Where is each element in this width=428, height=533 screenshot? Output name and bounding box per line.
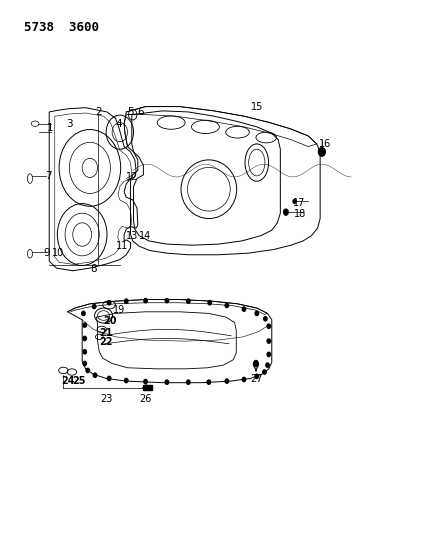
Text: 25: 25 [72, 376, 86, 386]
Text: 27: 27 [250, 375, 263, 384]
Circle shape [187, 299, 190, 303]
Text: 6: 6 [137, 107, 144, 117]
Text: 23: 23 [100, 394, 112, 403]
Text: 2: 2 [95, 107, 102, 117]
Circle shape [242, 307, 246, 311]
Text: 21: 21 [99, 328, 113, 338]
Text: 3: 3 [66, 119, 73, 128]
Circle shape [165, 380, 169, 384]
Text: 9: 9 [43, 248, 50, 258]
Circle shape [207, 380, 211, 384]
Circle shape [253, 360, 259, 367]
Text: 14: 14 [140, 231, 152, 240]
Text: 26: 26 [140, 394, 152, 403]
Text: 22: 22 [99, 337, 113, 347]
Text: 16: 16 [319, 139, 331, 149]
Circle shape [92, 304, 96, 309]
Text: 5738  3600: 5738 3600 [24, 21, 98, 34]
Text: 24: 24 [61, 376, 74, 386]
Circle shape [255, 311, 259, 316]
Polygon shape [143, 385, 152, 390]
Text: 18: 18 [294, 209, 306, 219]
Circle shape [82, 311, 85, 316]
Circle shape [283, 208, 289, 216]
Text: 5: 5 [127, 107, 134, 117]
Circle shape [144, 298, 147, 303]
Circle shape [144, 379, 147, 384]
Text: 20: 20 [104, 316, 117, 326]
Circle shape [264, 317, 267, 321]
Circle shape [86, 368, 89, 373]
Circle shape [83, 350, 86, 354]
Text: 17: 17 [294, 198, 306, 207]
Text: 4: 4 [116, 119, 122, 128]
Circle shape [107, 301, 111, 305]
Circle shape [125, 378, 128, 383]
Text: 1: 1 [47, 123, 54, 133]
Circle shape [225, 303, 229, 308]
Text: 19: 19 [113, 305, 125, 315]
Circle shape [93, 373, 97, 377]
Circle shape [255, 374, 259, 378]
Text: 11: 11 [116, 241, 128, 251]
Circle shape [263, 370, 266, 374]
Circle shape [225, 379, 229, 383]
Text: 10: 10 [52, 248, 64, 258]
Circle shape [125, 299, 128, 303]
Circle shape [292, 199, 297, 204]
Circle shape [266, 363, 269, 367]
Circle shape [83, 323, 86, 327]
Circle shape [267, 339, 270, 343]
Circle shape [107, 376, 111, 381]
Text: 15: 15 [251, 102, 263, 111]
Circle shape [267, 324, 270, 328]
Circle shape [187, 380, 190, 384]
Text: 8: 8 [90, 264, 97, 273]
Circle shape [83, 361, 86, 366]
Circle shape [208, 301, 211, 305]
Circle shape [267, 352, 270, 357]
Circle shape [83, 336, 86, 341]
Circle shape [165, 298, 169, 303]
Text: 12: 12 [126, 172, 138, 182]
Text: 7: 7 [45, 171, 51, 181]
Circle shape [318, 148, 325, 156]
Text: 13: 13 [126, 231, 138, 240]
Circle shape [242, 377, 246, 382]
